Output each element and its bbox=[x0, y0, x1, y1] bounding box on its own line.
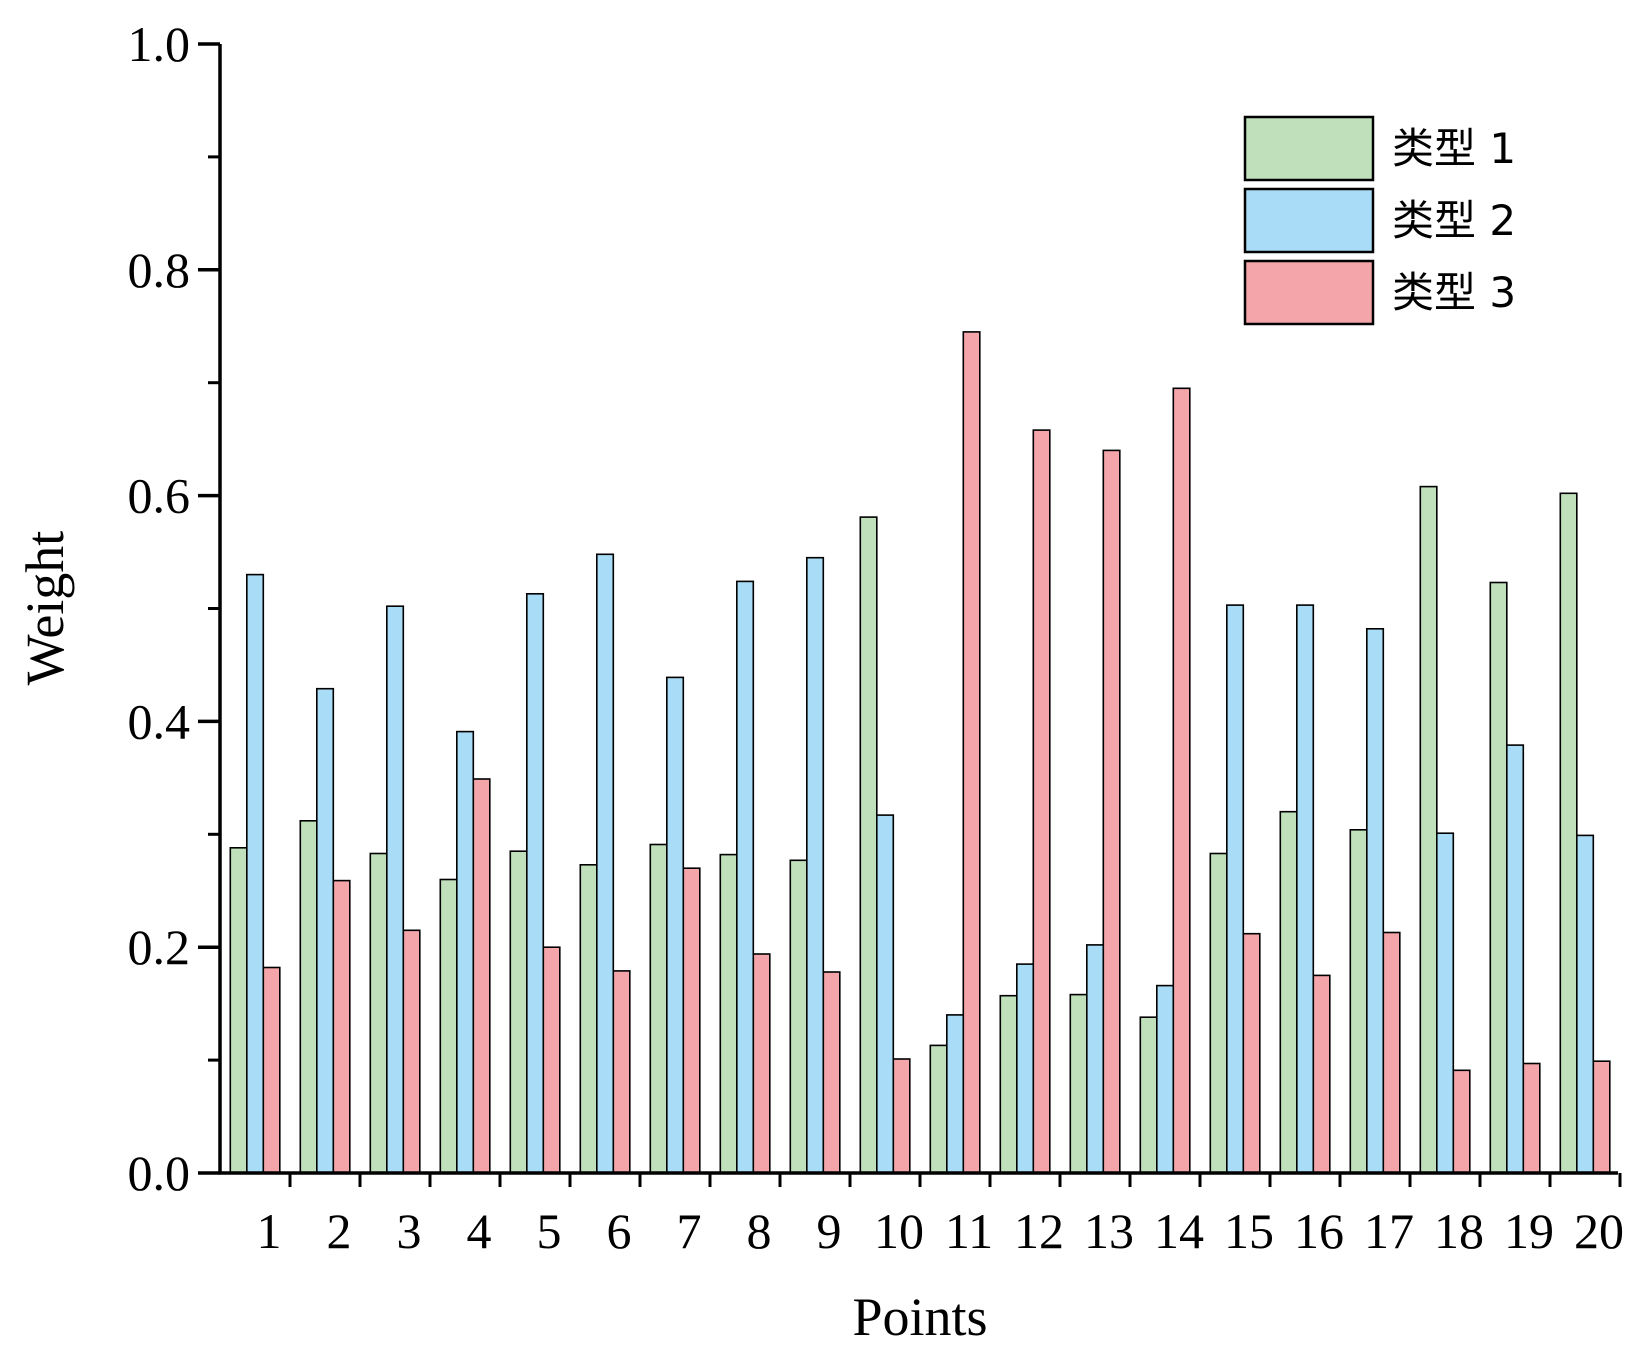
bar-p10-s3 bbox=[892, 1058, 911, 1174]
x-tick-label: 16 bbox=[1294, 1203, 1344, 1259]
bar-p7-s3 bbox=[682, 867, 701, 1174]
bar-p5-s3 bbox=[542, 946, 561, 1174]
y-tick-label: 0.2 bbox=[128, 919, 191, 975]
x-tick-label: 7 bbox=[677, 1203, 702, 1259]
x-tick-label: 19 bbox=[1504, 1203, 1554, 1259]
bar-p15-s1 bbox=[1209, 852, 1228, 1174]
bar-p10-s1 bbox=[859, 516, 878, 1174]
bar-p9-s2 bbox=[805, 556, 825, 1174]
bar-p9-s3 bbox=[822, 971, 841, 1174]
bar-p4-s2 bbox=[455, 730, 475, 1174]
legend-swatch-3 bbox=[1243, 259, 1375, 326]
bar-p1-s3 bbox=[262, 966, 281, 1174]
x-axis-title: Points bbox=[852, 1287, 987, 1347]
ticks-layer: 0.00.20.40.60.81.01 2 3 4 5 6 7 8 9 10 11 12 13 14 15 1… bbox=[128, 16, 1625, 1259]
x-tick-label: 5 bbox=[537, 1203, 562, 1259]
bar-p3-s2 bbox=[385, 605, 405, 1174]
bar-p1-s2 bbox=[246, 573, 265, 1174]
bar-p12-s1 bbox=[999, 994, 1018, 1174]
bar-p10-s2 bbox=[875, 814, 895, 1174]
x-tick-label: 20 bbox=[1574, 1203, 1624, 1259]
bar-p5-s2 bbox=[525, 592, 545, 1174]
legend-label-2: 类型 2 bbox=[1392, 196, 1516, 245]
y-tick-label: 0.6 bbox=[128, 468, 191, 524]
bar-p13-s3 bbox=[1102, 449, 1121, 1174]
bar-p2-s1 bbox=[299, 819, 318, 1174]
bar-p19-s1 bbox=[1489, 581, 1508, 1174]
x-tick-label: 2 bbox=[327, 1203, 352, 1259]
y-tick-label: 0.0 bbox=[128, 1145, 191, 1201]
x-tick-label: 18 bbox=[1434, 1203, 1484, 1259]
x-tick-label: 1 bbox=[257, 1203, 282, 1259]
bar-p4-s1 bbox=[439, 878, 458, 1174]
bar-p6-s2 bbox=[595, 553, 615, 1174]
x-tick-label: 11 bbox=[945, 1203, 993, 1259]
bar-p12-s3 bbox=[1032, 429, 1051, 1174]
bar-p3-s1 bbox=[369, 852, 388, 1174]
bar-p7-s1 bbox=[649, 843, 668, 1174]
bar-p16-s1 bbox=[1279, 810, 1298, 1174]
bar-p14-s3 bbox=[1172, 387, 1191, 1174]
bar-p11-s1 bbox=[929, 1044, 948, 1174]
bar-p14-s1 bbox=[1139, 1016, 1158, 1174]
bar-p12-s2 bbox=[1015, 963, 1035, 1174]
bar-p17-s3 bbox=[1382, 931, 1401, 1174]
bar-p7-s2 bbox=[665, 676, 685, 1174]
bar-p8-s3 bbox=[752, 953, 771, 1174]
x-tick-label: 15 bbox=[1224, 1203, 1274, 1259]
bar-p1-s1 bbox=[229, 846, 248, 1174]
x-tick-label: 13 bbox=[1084, 1203, 1134, 1259]
bar-p18-s3 bbox=[1452, 1069, 1471, 1174]
bar-p11-s2 bbox=[945, 1014, 965, 1174]
bar-p17-s2 bbox=[1366, 627, 1385, 1174]
bar-p6-s1 bbox=[579, 863, 598, 1174]
y-tick-label: 0.8 bbox=[128, 242, 191, 298]
bar-p9-s1 bbox=[789, 859, 808, 1174]
x-tick-label: 12 bbox=[1014, 1203, 1064, 1259]
x-tick-label: 17 bbox=[1364, 1203, 1414, 1259]
bar-p20-s2 bbox=[1576, 834, 1595, 1174]
bar-p11-s3 bbox=[962, 331, 981, 1174]
bar-p2-s3 bbox=[332, 879, 351, 1174]
bar-p13-s1 bbox=[1069, 993, 1088, 1174]
bar-p13-s2 bbox=[1086, 944, 1105, 1174]
bar-p8-s1 bbox=[719, 853, 738, 1174]
legend-swatch-2 bbox=[1243, 187, 1375, 254]
legend-label-1: 类型 1 bbox=[1392, 124, 1516, 173]
bar-p20-s1 bbox=[1559, 492, 1578, 1174]
bar-p4-s3 bbox=[472, 778, 491, 1174]
y-tick-label: 0.4 bbox=[128, 693, 191, 749]
bar-p16-s2 bbox=[1296, 604, 1315, 1174]
bar-p8-s2 bbox=[735, 580, 755, 1174]
bar-p19-s2 bbox=[1506, 744, 1525, 1174]
bar-p18-s1 bbox=[1419, 485, 1438, 1174]
x-tick-label: 10 bbox=[874, 1203, 924, 1259]
legend-swatch-1 bbox=[1243, 115, 1375, 182]
bar-p19-s3 bbox=[1522, 1062, 1541, 1174]
bar-p16-s3 bbox=[1312, 974, 1331, 1174]
bar-p15-s2 bbox=[1226, 604, 1245, 1174]
bar-p15-s3 bbox=[1242, 932, 1261, 1174]
x-tick-label: 4 bbox=[467, 1203, 492, 1259]
x-tick-label: 9 bbox=[817, 1203, 842, 1259]
x-tick-label: 8 bbox=[747, 1203, 772, 1259]
legend: 类型 1 类型 2 类型 3 bbox=[1243, 115, 1516, 326]
bar-p17-s1 bbox=[1349, 828, 1368, 1174]
bar-p14-s2 bbox=[1156, 984, 1175, 1174]
bar-p6-s3 bbox=[612, 970, 631, 1174]
bar-p3-s3 bbox=[402, 929, 421, 1174]
legend-label-3: 类型 3 bbox=[1392, 268, 1516, 317]
y-tick-label: 1.0 bbox=[128, 16, 191, 72]
bar-p20-s3 bbox=[1592, 1060, 1611, 1174]
bars-layer bbox=[229, 331, 1611, 1174]
bar-p2-s2 bbox=[315, 687, 335, 1174]
x-tick-label: 3 bbox=[397, 1203, 422, 1259]
x-tick-label: 14 bbox=[1154, 1203, 1204, 1259]
bar-p5-s1 bbox=[509, 850, 528, 1174]
x-tick-label: 6 bbox=[607, 1203, 632, 1259]
bar-p18-s2 bbox=[1436, 832, 1455, 1174]
y-axis-title: Weight bbox=[15, 531, 75, 686]
